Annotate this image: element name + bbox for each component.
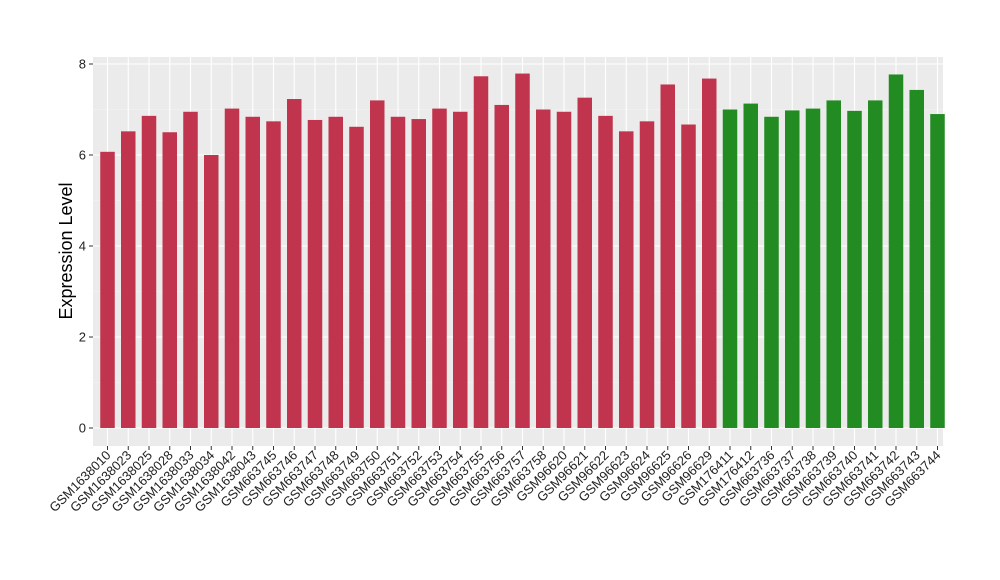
bar-GSM96621: [577, 97, 592, 429]
bar-GSM663751: [390, 116, 406, 428]
bar-GSM663747: [307, 119, 323, 428]
y-axis: 0 2 4 6 8: [79, 57, 93, 436]
bar-GSM663742: [888, 74, 904, 428]
y-tick-label: 6: [79, 148, 86, 163]
bar-GSM1638033: [183, 111, 198, 429]
bar-GSM663758: [536, 109, 551, 428]
bar-GSM96624: [639, 121, 655, 428]
bar-GSM96629: [702, 78, 717, 428]
bar-GSM663741: [868, 100, 883, 429]
bar-GSM663757: [515, 73, 530, 429]
bar-GSM663746: [287, 99, 302, 428]
bar-GSM1638043: [245, 116, 260, 428]
bar-GSM96625: [660, 84, 675, 428]
bar-GSM176411: [722, 109, 738, 428]
bar-GSM663752: [411, 119, 426, 429]
y-axis-title: Expression Level: [56, 182, 76, 319]
bar-GSM96622: [598, 115, 613, 429]
bar-GSM663738: [805, 108, 821, 428]
bar-GSM1638034: [204, 155, 219, 428]
y-tick-label: 4: [79, 239, 86, 254]
y-tick-label: 0: [79, 421, 86, 436]
bar-GSM663748: [328, 116, 343, 428]
y-tick-label: 8: [79, 57, 86, 72]
bar-GSM663755: [473, 76, 489, 428]
bar-GSM663736: [764, 116, 779, 428]
bar-GSM663740: [847, 110, 862, 429]
bar-GSM1638028: [162, 132, 177, 428]
bar-GSM663739: [826, 100, 841, 429]
bar-GSM663744: [930, 114, 945, 429]
bar-GSM1638042: [224, 108, 240, 428]
bar-GSM663743: [909, 89, 924, 428]
bar-GSM663756: [494, 104, 509, 428]
bar-GSM663750: [370, 100, 385, 429]
bar-GSM96623: [619, 131, 634, 428]
bar-GSM663737: [785, 110, 800, 428]
bar-GSM1638025: [141, 115, 157, 429]
x-axis: GSM1638010GSM1638023GSM1638025GSM1638028…: [46, 446, 944, 515]
bar-GSM176412: [743, 103, 758, 429]
bar-GSM1638010: [100, 151, 115, 428]
bar-GSM1638023: [121, 131, 136, 428]
bar-GSM96620: [556, 111, 572, 429]
bar-GSM663749: [349, 126, 364, 428]
y-tick-label: 2: [79, 330, 86, 345]
bar-GSM663754: [453, 111, 468, 429]
bar-GSM663745: [266, 121, 281, 428]
bars: [100, 73, 945, 429]
bar-GSM96626: [681, 124, 696, 428]
bar-GSM663753: [432, 108, 447, 428]
